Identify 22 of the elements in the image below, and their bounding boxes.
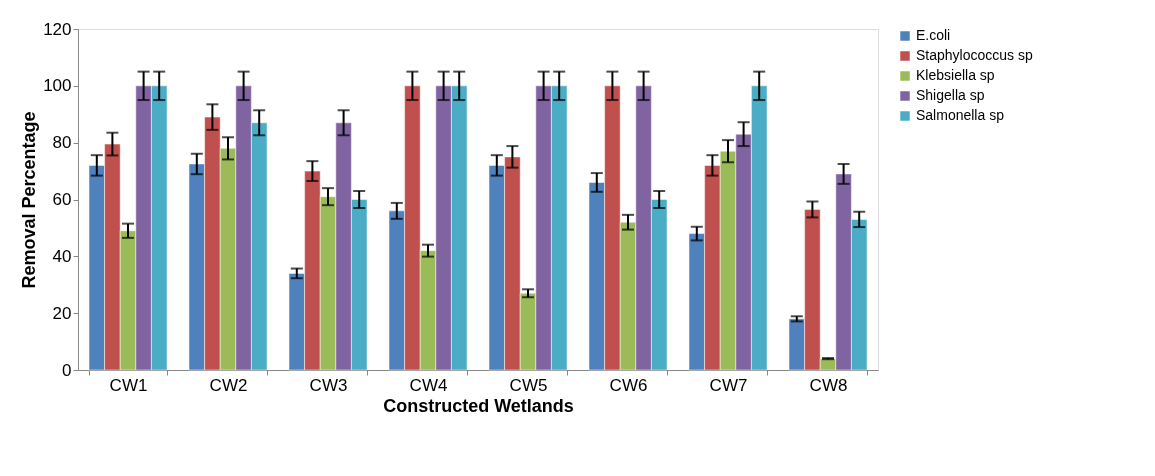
x-tick-label: CW7 — [709, 375, 748, 395]
y-tick-label: 100 — [43, 76, 72, 96]
y-tick-label: 120 — [43, 19, 72, 39]
y-tick-label: 80 — [52, 133, 72, 153]
x-tick-label: CW3 — [309, 375, 348, 395]
x-tick-label: CW1 — [109, 375, 148, 395]
x-tick-label: CW5 — [509, 375, 548, 395]
x-tick-label: CW8 — [809, 375, 848, 395]
legend-label: Salmonella sp — [916, 107, 1005, 123]
y-tick-label: 60 — [52, 190, 72, 209]
x-tick-label: CW6 — [609, 375, 648, 395]
y-tick-label: 0 — [62, 360, 72, 380]
y-tick-label: 20 — [52, 303, 72, 323]
x-axis-title: Constructed Wetlands — [383, 395, 574, 416]
legend-label: Shigella sp — [916, 87, 985, 103]
x-tick-label: CW4 — [409, 375, 448, 395]
legend-label: Klebsiella sp — [916, 67, 995, 83]
y-axis-title: Removal Percentage — [19, 111, 40, 289]
y-tick-label: 40 — [52, 246, 72, 266]
x-tick-label: CW2 — [209, 375, 248, 395]
legend-label: E.coli — [916, 27, 951, 43]
legend-label: Staphylococcus sp — [916, 47, 1033, 63]
